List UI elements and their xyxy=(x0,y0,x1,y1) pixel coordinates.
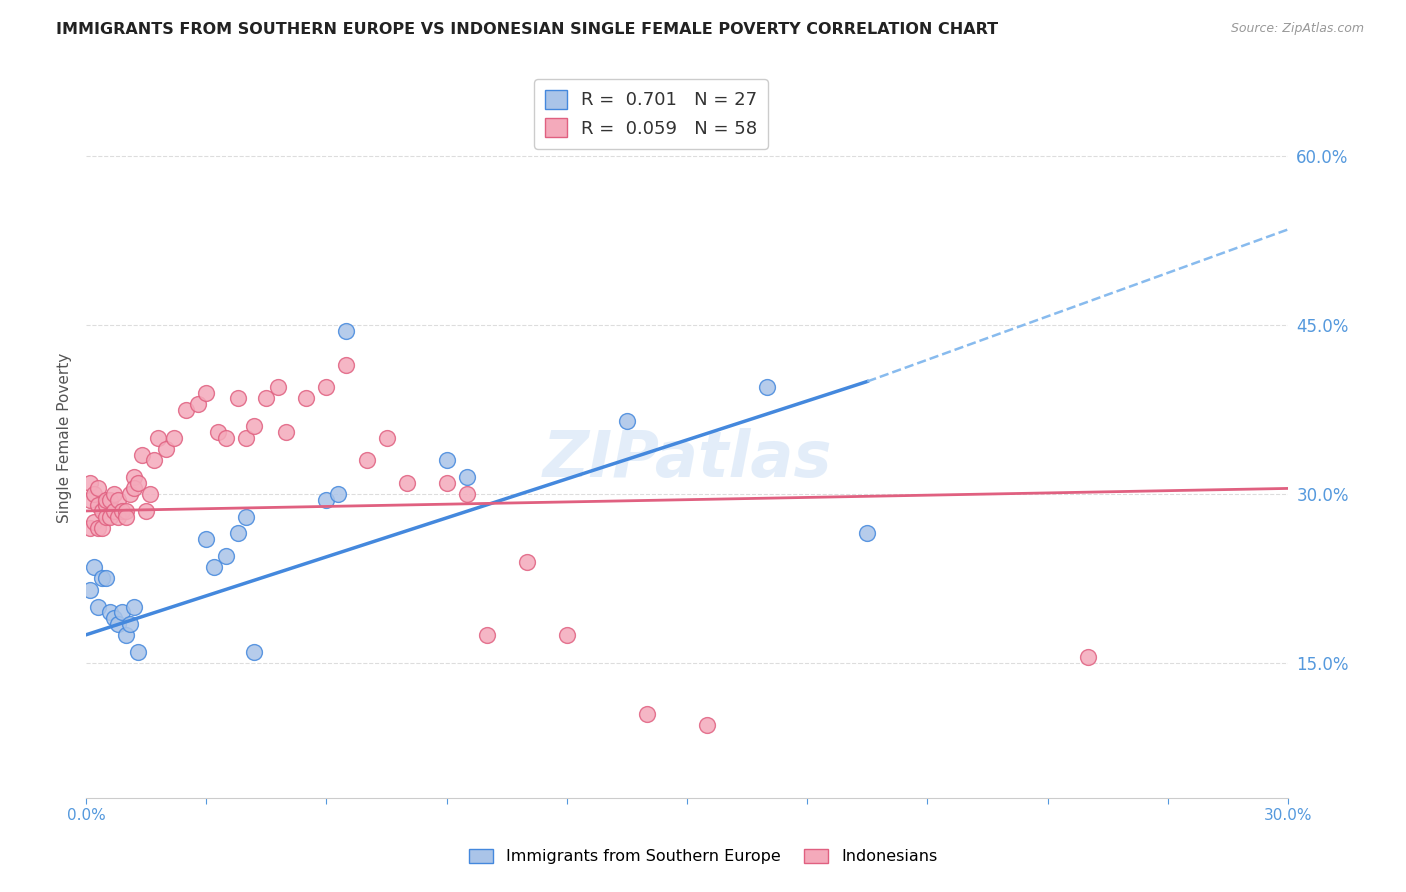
Point xyxy=(335,358,357,372)
Text: Source: ZipAtlas.com: Source: ZipAtlas.com xyxy=(1230,22,1364,36)
Point xyxy=(94,492,117,507)
Point xyxy=(79,492,101,507)
Point xyxy=(122,599,145,614)
Point xyxy=(122,470,145,484)
Point xyxy=(127,645,149,659)
Point xyxy=(91,572,114,586)
Point xyxy=(115,509,138,524)
Point xyxy=(120,487,142,501)
Point xyxy=(87,482,110,496)
Point xyxy=(79,521,101,535)
Text: IMMIGRANTS FROM SOUTHERN EUROPE VS INDONESIAN SINGLE FEMALE POVERTY CORRELATION : IMMIGRANTS FROM SOUTHERN EUROPE VS INDON… xyxy=(56,22,998,37)
Point xyxy=(122,482,145,496)
Point xyxy=(375,431,398,445)
Point xyxy=(202,560,225,574)
Point xyxy=(335,324,357,338)
Point xyxy=(94,572,117,586)
Point xyxy=(135,504,157,518)
Point xyxy=(111,504,134,518)
Point xyxy=(79,475,101,490)
Point xyxy=(226,392,249,406)
Point xyxy=(98,605,121,619)
Point xyxy=(98,509,121,524)
Point xyxy=(195,532,218,546)
Point xyxy=(174,402,197,417)
Text: ZIPatlas: ZIPatlas xyxy=(543,428,832,491)
Point xyxy=(87,521,110,535)
Point xyxy=(94,509,117,524)
Point xyxy=(276,425,298,439)
Point xyxy=(456,487,478,501)
Point xyxy=(98,492,121,507)
Point xyxy=(148,431,170,445)
Point xyxy=(243,419,266,434)
Point xyxy=(103,504,125,518)
Point xyxy=(356,453,378,467)
Point xyxy=(195,385,218,400)
Point xyxy=(111,605,134,619)
Point xyxy=(187,397,209,411)
Point xyxy=(696,718,718,732)
Point xyxy=(83,515,105,529)
Point xyxy=(107,509,129,524)
Point xyxy=(115,504,138,518)
Point xyxy=(856,526,879,541)
Point xyxy=(143,453,166,467)
Point xyxy=(315,492,337,507)
Point xyxy=(115,628,138,642)
Point xyxy=(91,504,114,518)
Point xyxy=(103,487,125,501)
Point xyxy=(207,425,229,439)
Point xyxy=(295,392,318,406)
Point xyxy=(267,380,290,394)
Point xyxy=(315,380,337,394)
Point xyxy=(616,414,638,428)
Point xyxy=(163,431,186,445)
Point xyxy=(107,616,129,631)
Legend: Immigrants from Southern Europe, Indonesians: Immigrants from Southern Europe, Indones… xyxy=(463,842,943,871)
Point xyxy=(91,521,114,535)
Point xyxy=(83,487,105,501)
Point xyxy=(756,380,779,394)
Point xyxy=(87,498,110,512)
Point xyxy=(139,487,162,501)
Point xyxy=(226,526,249,541)
Point xyxy=(79,582,101,597)
Point xyxy=(120,616,142,631)
Point xyxy=(107,492,129,507)
Point xyxy=(215,549,238,563)
Point xyxy=(516,555,538,569)
Point xyxy=(436,475,458,490)
Point xyxy=(475,628,498,642)
Y-axis label: Single Female Poverty: Single Female Poverty xyxy=(58,352,72,523)
Point xyxy=(456,470,478,484)
Point xyxy=(94,498,117,512)
Point xyxy=(131,448,153,462)
Point xyxy=(83,560,105,574)
Point xyxy=(328,487,350,501)
Point xyxy=(555,628,578,642)
Point xyxy=(87,599,110,614)
Point xyxy=(436,453,458,467)
Legend: R =  0.701   N = 27, R =  0.059   N = 58: R = 0.701 N = 27, R = 0.059 N = 58 xyxy=(534,79,768,149)
Point xyxy=(636,706,658,721)
Point xyxy=(254,392,277,406)
Point xyxy=(243,645,266,659)
Point xyxy=(155,442,177,456)
Point xyxy=(395,475,418,490)
Point xyxy=(235,431,257,445)
Point xyxy=(103,611,125,625)
Point xyxy=(1077,650,1099,665)
Point xyxy=(127,475,149,490)
Point xyxy=(215,431,238,445)
Point xyxy=(235,509,257,524)
